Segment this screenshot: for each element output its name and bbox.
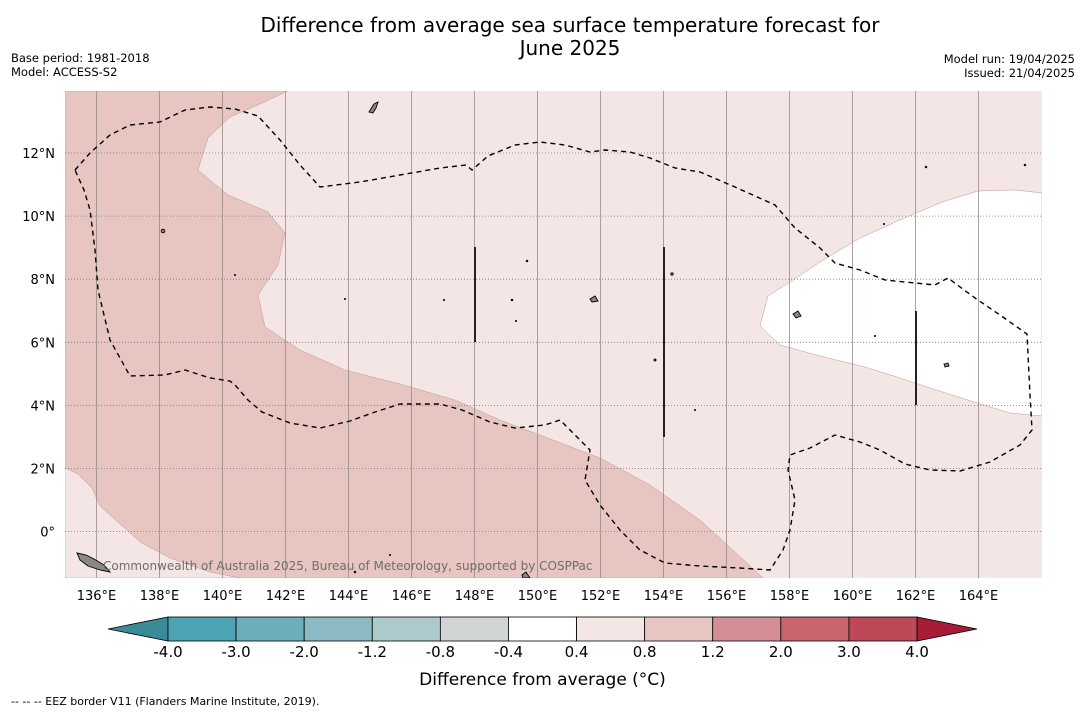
colorbar-tick: -0.4 [493, 643, 524, 661]
title-line-1: Difference from average sea surface temp… [260, 13, 880, 37]
island-atoll-c [510, 298, 514, 302]
colorbar-tick: -4.0 [153, 643, 183, 661]
colorbar-bin [848, 616, 918, 642]
lon-tick-label: 160°E [833, 589, 873, 604]
title-line-2: June 2025 [519, 36, 621, 60]
colorbar-bin [167, 616, 237, 642]
colorbar-bin [439, 616, 509, 642]
colorbar-bin [780, 616, 850, 642]
colorbar-bin [576, 616, 646, 642]
island-atoll-d [442, 298, 446, 302]
meta-left: Base period: 1981-2018 Model: ACCESS-S2 [11, 51, 150, 79]
longitude-labels: 136°E 138°E 140°E 142°E 144°E 146°E 148°E 150°E… [77, 589, 999, 604]
colorbar-tick: 2.0 [768, 643, 793, 661]
colorbar-extend-low [107, 616, 169, 642]
model-run: Model run: 19/04/2025 [943, 52, 1075, 66]
colorbar-tick: -2.0 [289, 643, 319, 661]
lon-tick-label: 138°E [140, 589, 180, 604]
lat-tick-label: 2°N [31, 463, 56, 478]
lon-tick-label: 146°E [392, 589, 432, 604]
colorbar [107, 616, 978, 642]
colorbar-bin [235, 616, 305, 642]
island-new-ireland [521, 571, 531, 578]
lon-tick-label: 140°E [203, 589, 243, 604]
lon-tick-label: 144°E [329, 589, 369, 604]
colorbar-tick: 3.0 [836, 643, 861, 661]
island-kosrae [943, 362, 950, 368]
meta-right: Model run: 19/04/2025 Issued: 21/04/2025 [944, 52, 1075, 80]
lat-tick-label: 10°N [22, 210, 55, 225]
lat-tick-label: 6°N [31, 336, 56, 351]
island-pohnpei [792, 310, 802, 319]
lon-tick-label: 150°E [518, 589, 558, 604]
lon-tick-label: 162°E [896, 589, 936, 604]
island-atoll-g [693, 408, 697, 412]
island-atoll-m [343, 297, 347, 301]
lon-tick-label: 148°E [455, 589, 495, 604]
eez-border [74, 106, 1033, 571]
island-png [76, 552, 112, 573]
colorbar-bin [508, 616, 577, 642]
colorbar-tick: -3.0 [221, 643, 251, 661]
island-atoll-l [233, 273, 237, 277]
colorbar-label: Difference from average (°C) [419, 670, 666, 690]
lon-tick-label: 156°E [707, 589, 747, 604]
base-period: Base period: 1981-2018 [11, 51, 150, 65]
lon-tick-label: 152°E [581, 589, 621, 604]
island-atoll-a [525, 259, 529, 263]
lon-tick-label: 142°E [266, 589, 306, 604]
eez-legend-footnote: -- -- -- EEZ border V11 (Flanders Marine… [11, 695, 320, 708]
issued-date: Issued: 21/04/2025 [964, 66, 1075, 80]
model-name: Model: ACCESS-S2 [11, 65, 118, 79]
island-guam [368, 101, 379, 114]
colorbar-bin [712, 616, 782, 642]
lat-tick-label: 12°N [22, 147, 55, 162]
map-plot-area: Commonwealth of Australia 2025, Bureau o… [65, 91, 1042, 578]
anomaly-region-0.4-0.8-sw-pocket [65, 467, 241, 578]
island-atoll-e [514, 319, 518, 323]
lon-tick-label: 158°E [770, 589, 810, 604]
colorbar-bin [644, 616, 714, 642]
colorbar-tick: 1.2 [700, 643, 725, 661]
lon-tick-label: 154°E [644, 589, 684, 604]
colorbar-tick: 0.4 [564, 643, 589, 661]
island-atoll-n [388, 553, 392, 557]
island-yap [160, 228, 166, 234]
island-atoll-j [1023, 163, 1027, 167]
anomaly-region-near-zero-east [759, 189, 1042, 417]
island-atoll-k [882, 222, 886, 226]
chart-title: Difference from average sea surface temp… [0, 14, 1085, 60]
colorbar-tick: 0.8 [632, 643, 657, 661]
island-atoll-i [924, 165, 928, 169]
lat-tick-label: 0° [40, 526, 55, 541]
island-atoll-o [353, 570, 357, 574]
lon-tick-label: 136°E [77, 589, 117, 604]
lat-tick-label: 8°N [31, 273, 56, 288]
island-atoll-h [873, 334, 877, 338]
colorbar-bin [303, 616, 373, 642]
latitude-labels: 12°N 10°N 8°N 6°N 4°N 2°N 0° [22, 147, 55, 541]
island-chuuk [589, 295, 599, 303]
map-credit: Commonwealth of Australia 2025, Bureau o… [103, 559, 593, 573]
colorbar-tick: -0.8 [425, 643, 455, 661]
lon-tick-label: 164°E [959, 589, 999, 604]
lat-tick-label: 4°N [31, 399, 56, 414]
islands [76, 101, 1027, 578]
data-markers [474, 247, 917, 437]
colorbar-bin [371, 616, 441, 642]
colorbar-tick: 4.0 [905, 643, 929, 661]
anomaly-region-0.8-1.2-west [65, 91, 764, 578]
island-atoll-f [653, 358, 657, 362]
colorbar-tick: -1.2 [357, 643, 387, 661]
island-atoll-b [670, 272, 674, 276]
colorbar-extend-high [916, 616, 978, 642]
